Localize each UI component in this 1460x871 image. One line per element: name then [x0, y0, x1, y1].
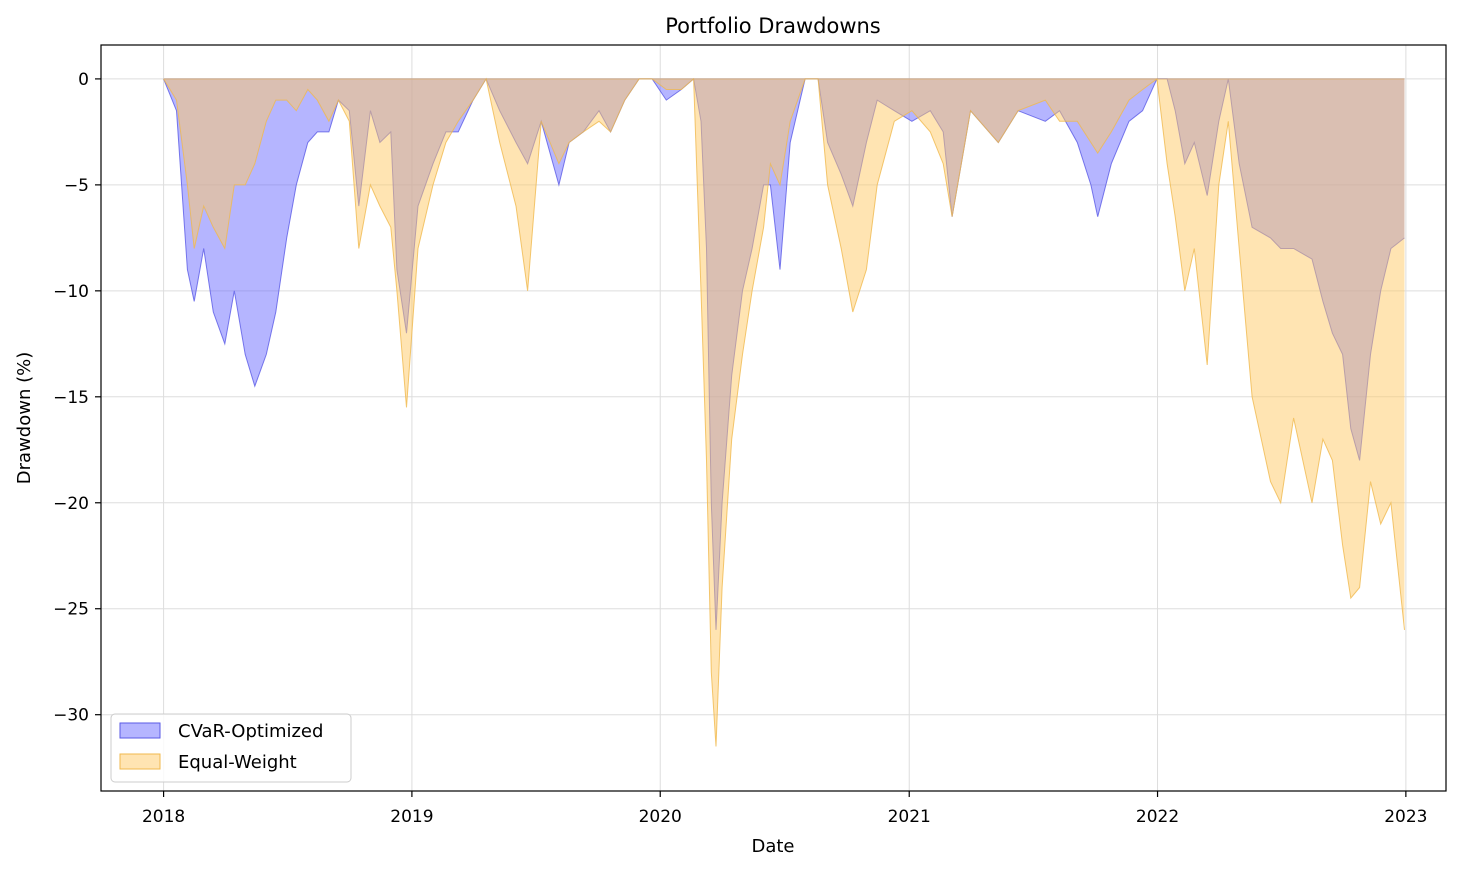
y-tick-label: −25: [53, 600, 89, 620]
legend-label: Equal-Weight: [178, 752, 297, 773]
x-axis-label: Date: [751, 836, 794, 857]
x-tick-label: 2021: [888, 807, 931, 827]
plot-frame: [100, 44, 1447, 792]
chart-title: Portfolio Drawdowns: [665, 14, 881, 38]
x-tick-label: 2020: [639, 807, 682, 827]
legend-box: [110, 713, 352, 783]
y-tick-label: −5: [64, 176, 89, 196]
y-tick-label: −20: [53, 494, 89, 514]
area-equal-weight: [163, 78, 1405, 747]
series-areas: [163, 77, 1405, 747]
y-tick-label: −30: [53, 706, 89, 726]
axis-ticks: 2018 2019 2020 2021 2022 2023 0 −5 −10 −15 −20 −25 −…: [53, 70, 1427, 827]
x-tick-label: 2022: [1136, 807, 1179, 827]
x-tick-label: 2023: [1384, 807, 1427, 827]
legend: CVaR-Optimized Equal-Weight: [110, 713, 352, 783]
line-equal-weight: [163, 77, 1405, 747]
y-tick-label: −15: [53, 388, 89, 408]
legend-swatch: [119, 753, 161, 770]
y-tick-label: 0: [78, 70, 89, 90]
legend-label: CVaR-Optimized: [178, 721, 323, 742]
legend-swatch: [119, 722, 161, 739]
y-tick-label: −10: [53, 282, 89, 302]
x-tick-label: 2018: [142, 807, 185, 827]
x-tick-label: 2019: [390, 807, 433, 827]
y-axis-label: Drawdown (%): [14, 352, 35, 484]
